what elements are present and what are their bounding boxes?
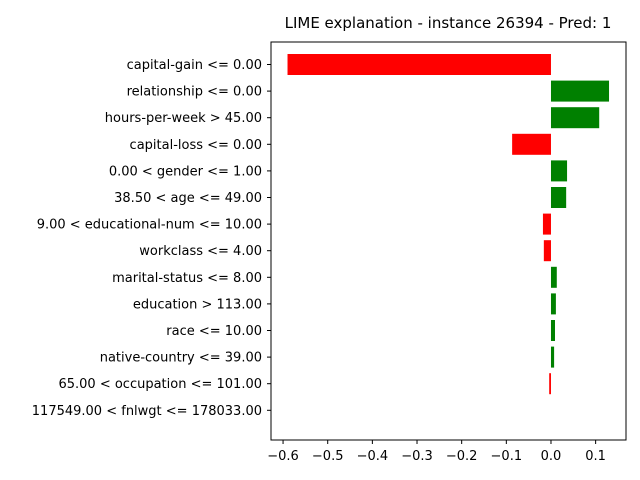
y-tick-label-11: native-country <= 39.00	[100, 351, 262, 366]
y-tick-label-13: 117549.00 < fnlwgt <= 178033.00	[32, 404, 262, 419]
y-tick-label-8: marital-status <= 8.00	[112, 271, 262, 286]
y-tick-label-10: race <= 10.00	[166, 324, 262, 339]
bars-group	[287, 54, 610, 395]
x-tick-label-1: −0.5	[312, 449, 344, 464]
bar-12	[549, 373, 551, 395]
bar-4	[550, 160, 568, 182]
x-tick-label-5: −0.1	[491, 449, 523, 464]
x-tick-label-2: −0.4	[357, 449, 389, 464]
y-tick-label-6: 9.00 < educational-num <= 10.00	[37, 218, 262, 233]
bar-2	[550, 107, 600, 129]
y-tick-label-12: 65.00 < occupation <= 101.00	[58, 377, 262, 392]
x-tick-label-0: −0.6	[267, 449, 299, 464]
bar-7	[543, 240, 551, 262]
y-tick-label-9: education > 113.00	[133, 297, 262, 312]
bar-5	[550, 187, 567, 208]
y-tick-label-7: workclass <= 4.00	[139, 244, 262, 259]
y-tick-label-2: hours-per-week > 45.00	[105, 111, 262, 126]
y-tick-label-1: relationship <= 0.00	[127, 85, 262, 100]
bar-3	[512, 133, 551, 155]
bar-11	[550, 346, 555, 368]
chart-title: LIME explanation - instance 26394 - Pred…	[285, 14, 612, 32]
bar-6	[542, 213, 551, 235]
y-tick-labels: capital-gain <= 0.00 relationship <= 0.00…	[32, 58, 271, 419]
x-tick-label-4: −0.2	[446, 449, 478, 464]
bar-0	[287, 54, 551, 75]
x-tick-label-6: 0.0	[541, 449, 562, 464]
x-axis: −0.6 −0.5 −0.4 −0.3 −0.2 −0.1 0.0 0.1	[267, 440, 606, 464]
bar-8	[550, 266, 557, 288]
y-tick-label-4: 0.00 < gender <= 1.00	[109, 164, 262, 179]
bar-10	[550, 320, 555, 341]
bar-1	[550, 80, 610, 102]
x-tick-label-7: 0.1	[585, 449, 606, 464]
y-tick-label-5: 38.50 < age <= 49.00	[114, 191, 262, 206]
bar-9	[550, 293, 556, 315]
plot-frame	[270, 41, 627, 441]
y-tick-label-0: capital-gain <= 0.00	[127, 58, 262, 73]
x-tick-label-3: −0.3	[401, 449, 433, 464]
y-tick-label-3: capital-loss <= 0.00	[130, 138, 262, 153]
